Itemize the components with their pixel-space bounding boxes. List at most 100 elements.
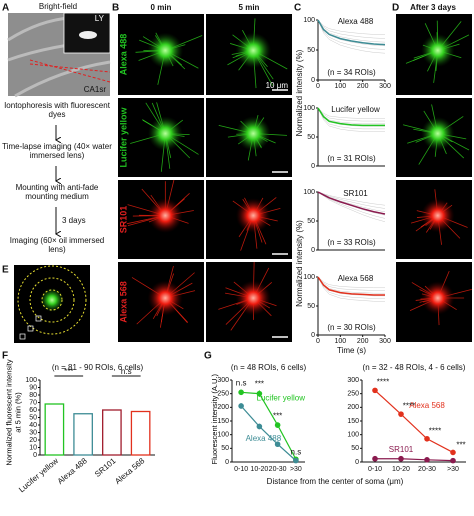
y-tick-label: 200	[347, 404, 359, 411]
roi-box	[19, 333, 26, 340]
roi-trace	[317, 191, 386, 209]
roi-trace	[317, 191, 386, 222]
flow-step: Iontophoresis with fluorescent dyes	[4, 101, 110, 119]
inset-label: LY	[95, 14, 105, 23]
annotation: (n = 34 ROIs)	[327, 68, 376, 77]
point	[293, 457, 299, 464]
point	[398, 411, 404, 417]
annotation: (n = 31 ROIs)	[327, 154, 376, 163]
flow-step: Mounting with anti-fade mounting medium	[15, 183, 99, 201]
roi-trace	[317, 107, 385, 130]
y-tick-label: 50	[307, 134, 315, 141]
region-label: CA1sr	[84, 85, 107, 94]
row-label: Lucifer yellow	[118, 107, 128, 168]
significance-label: ***	[273, 411, 282, 420]
bar	[102, 409, 122, 456]
y-tick-label: 300	[217, 377, 229, 384]
mean-line	[317, 191, 386, 215]
y-axis-label: Fluorescent intensity (A.U.)	[209, 374, 219, 465]
y-tick-label: 0	[311, 247, 315, 254]
point	[238, 403, 244, 409]
annotation: (n = 30 ROIs)	[327, 323, 376, 332]
y-tick-label: 0	[225, 459, 229, 466]
y-tick-label: 0	[33, 452, 37, 459]
roi-trace	[317, 276, 385, 289]
x-axis-label: Distance from the center of soma (μm)	[267, 477, 404, 486]
roi-trace	[317, 19, 386, 36]
series-line	[241, 391, 297, 460]
y-tick-label: 100	[347, 432, 359, 439]
roi-trace	[317, 19, 386, 39]
significance-label: ***	[456, 440, 465, 449]
y-tick-label: 0	[311, 77, 315, 84]
x-tick-label: >30	[447, 466, 459, 473]
y-tick-label: 100	[217, 432, 229, 439]
soma	[421, 281, 455, 315]
significance-label: ****	[377, 377, 389, 386]
panel-label: B	[112, 3, 119, 14]
row-label: SR101	[118, 206, 128, 234]
roi-trace	[317, 276, 385, 291]
x-tick-label: Alexa 488	[56, 456, 89, 486]
point	[450, 457, 456, 464]
series-label: SR101	[389, 445, 414, 454]
series-line	[375, 458, 454, 462]
significance-label: ****	[429, 427, 441, 436]
y-tick-label: 150	[347, 418, 359, 425]
panel-label: G	[204, 351, 212, 362]
roi-trace	[317, 19, 386, 43]
y-tick-label: 60	[29, 407, 37, 414]
y-axis-label: Normalized intensity (%)	[295, 220, 304, 307]
point	[274, 422, 281, 428]
electrode-outline	[29, 63, 111, 73]
column-header: After 3 days	[410, 3, 456, 12]
panel-label: E	[2, 265, 9, 276]
y-axis-label: Normalized fluorescent intensity at 5 mi…	[4, 359, 23, 466]
series-label: Lucifer yellow	[257, 394, 306, 403]
x-tick-label: 10-20	[250, 466, 268, 473]
y-tick-label: 250	[217, 391, 229, 398]
y-axis-label: Normalized intensity (%)	[295, 49, 304, 136]
electrode-outline	[29, 59, 111, 83]
x-tick-label: 0	[316, 83, 320, 90]
distance-ring	[41, 289, 63, 311]
soma	[421, 33, 455, 68]
bar	[44, 403, 65, 456]
x-tick-label: 0-10	[368, 466, 382, 473]
point	[424, 457, 430, 463]
significance-label: n.s	[291, 448, 302, 457]
y-tick-label: 300	[347, 377, 359, 384]
point	[256, 390, 263, 397]
x-tick-label: 200	[357, 338, 369, 345]
x-tick-label: 300	[379, 83, 391, 90]
soma	[421, 198, 455, 233]
annotation: (n = 33 ROIs)	[327, 238, 376, 247]
y-tick-label: 20	[29, 437, 37, 444]
point	[372, 387, 378, 394]
x-tick-label: Alexa 568	[113, 456, 146, 486]
roi-trace	[317, 276, 385, 299]
y-tick-label: 50	[307, 47, 315, 54]
soma	[235, 116, 271, 151]
y-tick-label: 100	[303, 17, 315, 24]
panel-label: A	[2, 3, 9, 14]
mean-line	[317, 276, 385, 296]
panel-label: F	[2, 351, 8, 362]
x-tick-label: 300	[379, 338, 391, 345]
y-tick-label: 50	[351, 445, 359, 452]
x-tick-label: >30	[290, 466, 302, 473]
flow-step: Imaging (60× oil immersed lens)	[9, 236, 105, 254]
roi-trace	[317, 276, 385, 302]
chart-title: Alexa 488	[338, 17, 374, 26]
roi-trace	[317, 19, 386, 50]
roi-trace	[317, 107, 385, 132]
series-label: Alexa 488	[246, 434, 282, 443]
y-tick-label: 10	[29, 444, 37, 451]
point	[274, 441, 281, 448]
y-tick-label: 50	[29, 414, 37, 421]
y-tick-label: 100	[303, 189, 315, 196]
soma	[421, 116, 455, 151]
point	[424, 435, 430, 442]
